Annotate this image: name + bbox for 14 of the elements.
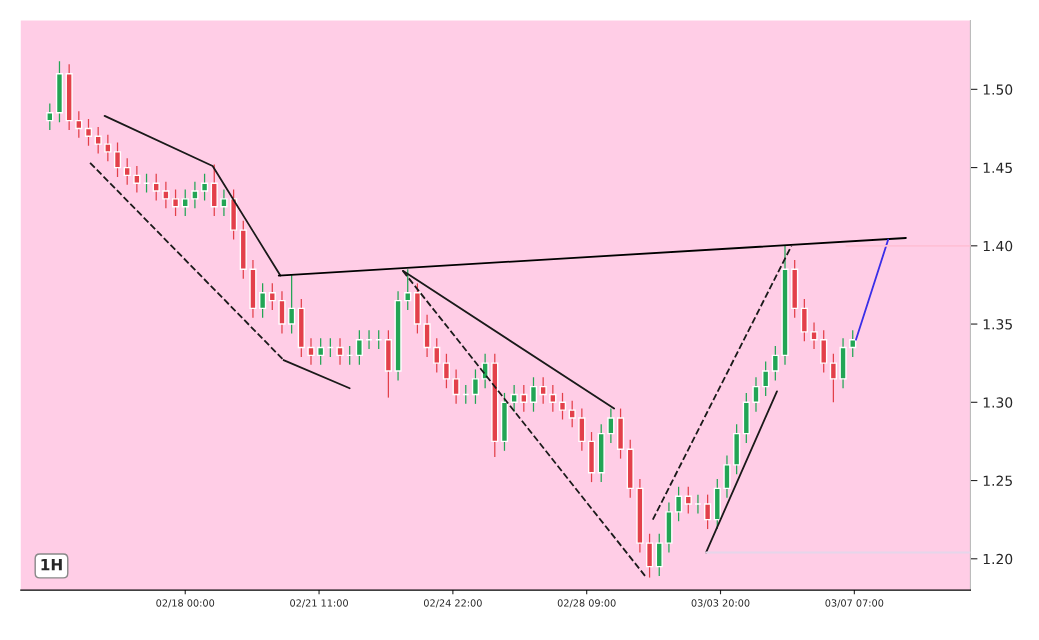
- y-tick-label: 1.50: [983, 84, 1013, 95]
- x-tick-label: 02/28 09:00: [557, 599, 616, 608]
- y-tick-label: 1.40: [983, 240, 1013, 252]
- x-tick-label: 02/24 22:00: [423, 599, 482, 608]
- y-tick-label: 1.20: [983, 553, 1013, 565]
- y-tick-label: 1.25: [983, 475, 1012, 487]
- x-tick-label: 02/21 11:00: [290, 599, 348, 608]
- y-tick-label: 1.35: [983, 319, 1012, 330]
- annotation: 1H: [41, 559, 62, 571]
- x-tick-label: 02/18 00:00: [156, 599, 215, 608]
- y-tick-label: 1.30: [983, 397, 1013, 408]
- x-tick-label: 03/07 07:00: [825, 599, 884, 608]
- y-tick-label: 1.45: [983, 162, 1012, 174]
- x-tick-label: 03/03 20:00: [691, 599, 750, 608]
